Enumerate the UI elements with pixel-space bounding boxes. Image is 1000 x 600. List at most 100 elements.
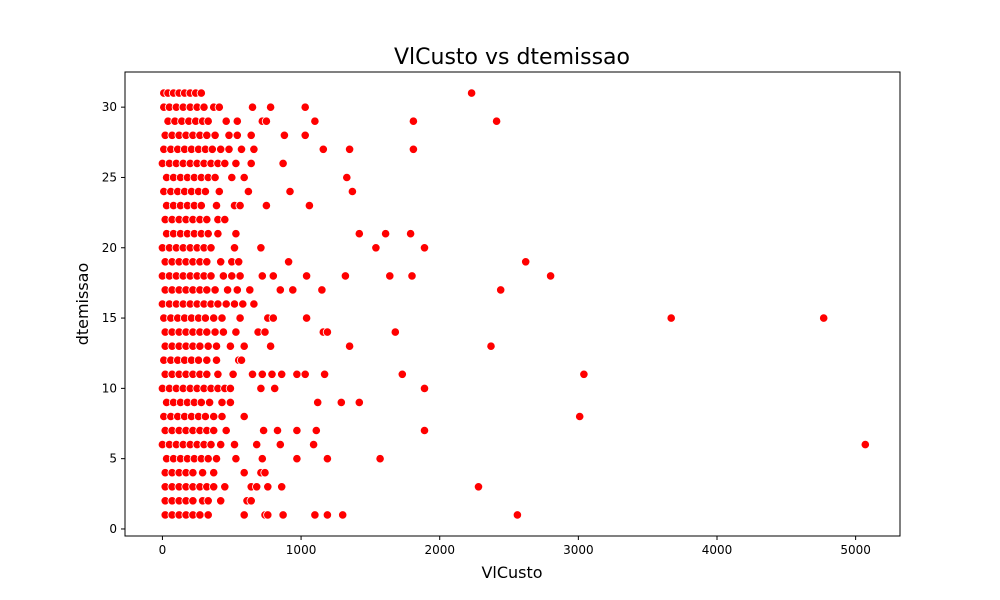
data-point	[195, 510, 205, 520]
data-point	[258, 425, 269, 436]
data-point	[213, 229, 223, 239]
data-point	[340, 271, 350, 281]
data-point	[300, 102, 310, 112]
data-point	[239, 510, 249, 520]
data-point	[819, 313, 829, 323]
data-point	[209, 313, 219, 323]
data-point	[239, 411, 249, 422]
data-point	[575, 411, 585, 422]
data-point	[203, 496, 213, 506]
data-point	[236, 144, 247, 154]
data-point	[301, 271, 312, 281]
data-point	[211, 355, 222, 365]
data-point	[231, 158, 241, 168]
data-point	[247, 102, 258, 112]
data-point	[322, 454, 332, 464]
data-point	[354, 229, 364, 239]
data-point	[313, 397, 323, 407]
data-point	[354, 397, 364, 407]
data-point	[408, 116, 418, 126]
data-point	[196, 88, 206, 98]
data-point	[231, 327, 241, 337]
data-point	[243, 186, 253, 197]
data-point	[318, 144, 328, 154]
x-tick-label: 0	[159, 543, 167, 557]
data-point	[257, 454, 267, 464]
data-point	[260, 327, 270, 337]
data-point	[292, 425, 302, 436]
data-point	[211, 341, 222, 351]
data-point	[217, 411, 227, 422]
data-point	[860, 439, 870, 450]
x-tick-label: 1000	[286, 543, 317, 557]
data-point	[292, 454, 302, 464]
data-point	[239, 172, 249, 183]
data-point	[210, 172, 220, 183]
data-point	[220, 158, 230, 168]
data-point	[257, 369, 267, 379]
y-axis-label: dtemissao	[73, 263, 92, 346]
data-point	[225, 341, 235, 351]
y-tick-label: 15	[102, 311, 117, 325]
data-point	[213, 369, 223, 379]
data-point	[263, 510, 273, 520]
data-point	[310, 116, 320, 126]
data-point	[256, 383, 266, 393]
data-point	[283, 257, 294, 267]
data-point	[277, 482, 287, 492]
data-point	[210, 285, 220, 295]
data-point	[263, 482, 273, 492]
data-point	[223, 285, 233, 295]
data-point	[371, 243, 381, 253]
data-point	[308, 439, 319, 450]
data-point	[229, 243, 240, 253]
data-point	[336, 397, 346, 407]
data-point	[235, 201, 245, 211]
x-tick-label: 5000	[840, 543, 871, 557]
data-point	[292, 369, 302, 379]
data-point	[209, 411, 219, 422]
data-point	[666, 313, 676, 323]
data-point	[205, 397, 215, 407]
data-point	[408, 144, 418, 154]
data-point	[260, 468, 270, 478]
x-tick-label: 3000	[563, 543, 594, 557]
data-point	[218, 327, 228, 337]
data-point	[202, 285, 212, 295]
data-point	[193, 355, 204, 365]
data-point	[220, 482, 230, 492]
data-point	[207, 144, 217, 154]
data-point	[317, 285, 327, 295]
x-axis-label: VlCusto	[481, 563, 542, 582]
data-point	[206, 271, 216, 281]
y-tick-label: 10	[102, 381, 117, 395]
data-point	[277, 369, 287, 379]
data-point	[221, 299, 231, 309]
data-point	[288, 285, 298, 295]
data-point	[245, 285, 255, 295]
data-point	[268, 271, 278, 281]
data-point	[216, 439, 226, 450]
data-point	[202, 327, 212, 337]
data-point	[521, 257, 531, 267]
data-point	[234, 257, 244, 267]
data-point	[200, 186, 210, 197]
chart-title: VlCusto vs dtemissao	[394, 45, 630, 70]
data-point	[221, 116, 231, 126]
x-tick-label: 2000	[424, 543, 455, 557]
data-point	[279, 130, 289, 140]
data-point	[347, 186, 357, 197]
data-point	[195, 341, 205, 351]
data-point	[300, 369, 310, 379]
data-point	[203, 510, 213, 520]
y-tick-label: 30	[102, 100, 117, 114]
data-point	[232, 116, 242, 126]
data-point	[322, 510, 332, 520]
data-point	[236, 355, 247, 365]
data-point	[224, 130, 234, 140]
data-point	[319, 369, 330, 379]
data-point	[344, 144, 355, 154]
data-point	[545, 271, 556, 281]
data-point	[285, 186, 295, 197]
data-point	[268, 313, 278, 323]
